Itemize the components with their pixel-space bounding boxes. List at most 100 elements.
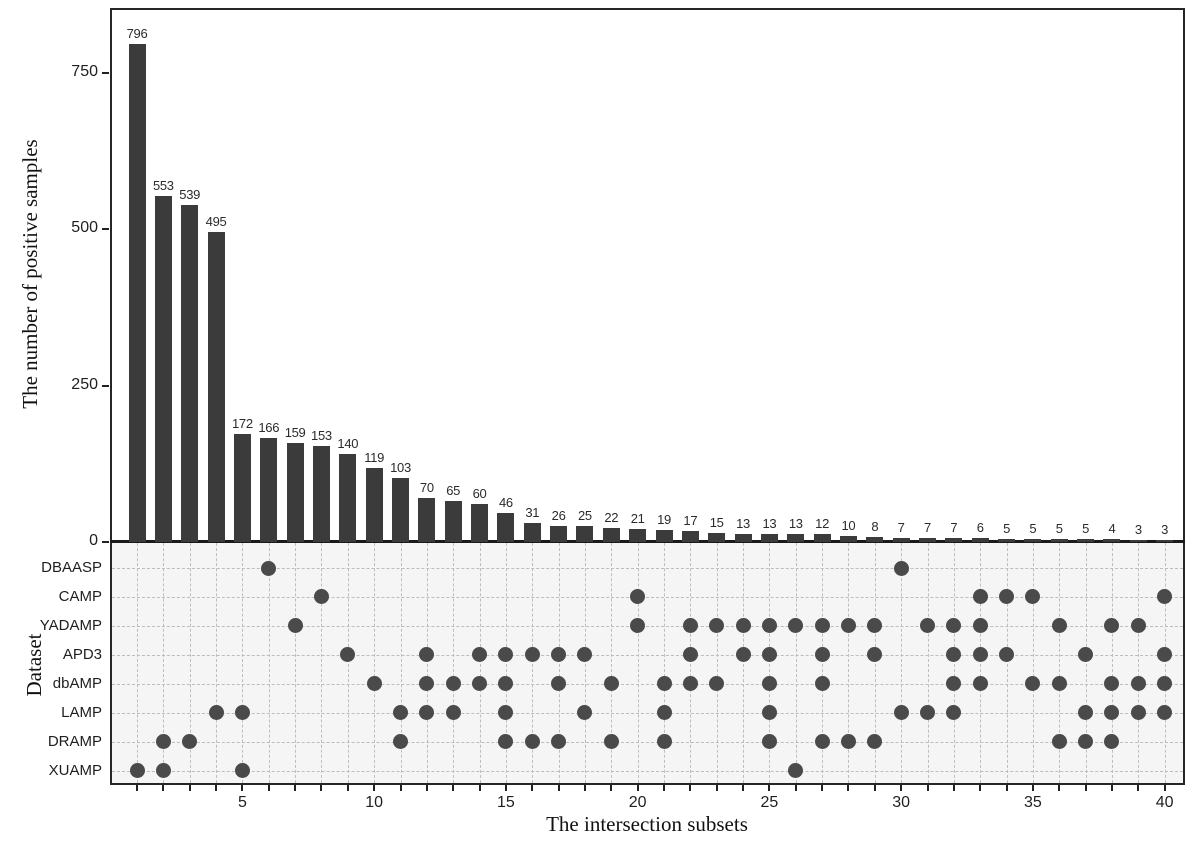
bar-value-label: 3 — [1161, 522, 1169, 538]
bar — [1129, 540, 1147, 542]
matrix-dot — [656, 734, 672, 750]
bar — [576, 526, 594, 542]
x-axis-tick — [1031, 785, 1034, 791]
matrix-dot — [1130, 705, 1146, 721]
matrix-dot — [1104, 618, 1120, 634]
matrix-dot — [208, 705, 224, 721]
bar-value-label: 172 — [231, 416, 253, 432]
matrix-dot — [946, 647, 962, 663]
matrix-dot — [1025, 676, 1041, 692]
x-tick-label: 30 — [892, 794, 911, 811]
matrix-dot — [656, 705, 672, 721]
bar — [550, 525, 568, 542]
matrix-dot — [577, 705, 593, 721]
set-row-label: XUAMP — [48, 761, 102, 779]
matrix-dot — [840, 618, 856, 634]
matrix-grid-column — [848, 543, 850, 783]
matrix-grid-column — [268, 543, 270, 783]
matrix-dot — [498, 676, 514, 692]
matrix-dot — [946, 618, 962, 634]
matrix-dot — [234, 763, 250, 779]
bar — [128, 44, 146, 542]
matrix-dot — [761, 734, 777, 750]
x-axis-tick — [425, 785, 428, 791]
bar — [497, 513, 515, 542]
x-axis-tick — [188, 785, 191, 791]
matrix-dot — [1104, 705, 1120, 721]
bar — [154, 196, 172, 542]
bar-value-label: 7 — [950, 519, 958, 535]
matrix-dot — [287, 618, 303, 634]
y-axis-title: The number of positive samples — [18, 139, 42, 409]
x-axis-tick — [873, 785, 876, 791]
matrix-grid-row — [112, 596, 1183, 598]
x-axis-tick — [689, 785, 692, 791]
matrix-dot — [129, 763, 145, 779]
bar — [998, 538, 1016, 542]
matrix-dot — [999, 589, 1015, 605]
matrix-dot — [498, 734, 514, 750]
matrix-dot — [735, 647, 751, 663]
x-axis-tick — [557, 785, 560, 791]
matrix-dot — [393, 705, 408, 721]
matrix-grid-column — [1032, 543, 1034, 783]
matrix-dot — [472, 647, 488, 663]
matrix-dot — [814, 618, 830, 634]
bar — [629, 528, 647, 542]
matrix-grid-row — [112, 741, 1183, 743]
bar-value-label: 70 — [419, 480, 434, 496]
bar — [365, 467, 383, 542]
bar — [602, 528, 620, 542]
matrix-dot — [472, 676, 488, 692]
matrix-dot — [999, 647, 1015, 663]
set-row-label: LAMP — [61, 703, 102, 721]
bar — [919, 537, 936, 542]
matrix-grid-column — [347, 543, 349, 783]
x-axis-tick — [768, 785, 771, 791]
set-row-label: APD3 — [62, 645, 102, 663]
x-axis-tick — [1005, 785, 1008, 791]
bar — [207, 232, 225, 542]
bar — [260, 438, 278, 542]
bar-value-label: 46 — [498, 495, 513, 511]
bar — [734, 533, 752, 542]
matrix-dot — [551, 734, 567, 750]
x-axis-tick — [1110, 785, 1113, 791]
matrix-dot — [1051, 618, 1067, 634]
x-tick-label: 15 — [496, 794, 515, 811]
x-axis-tick — [1163, 785, 1166, 791]
bar — [892, 537, 910, 542]
bar-value-label: 119 — [364, 449, 385, 465]
matrix-dot — [946, 705, 962, 721]
bar-value-label: 5 — [1003, 520, 1011, 536]
y-tick-label: 500 — [71, 219, 98, 237]
matrix-dot — [1078, 647, 1094, 663]
matrix-dot — [972, 589, 988, 605]
bar-value-label: 26 — [551, 507, 566, 523]
matrix-grid-column — [664, 543, 665, 783]
bar-value-label: 5 — [1082, 520, 1090, 536]
matrix-dot — [1157, 647, 1173, 663]
matrix-dot — [709, 618, 725, 634]
x-axis-tick — [531, 785, 534, 791]
y-axis-tick — [102, 228, 109, 231]
matrix-grid-column — [874, 543, 876, 783]
bar — [866, 536, 884, 542]
matrix-grid-column — [532, 543, 534, 783]
matrix-dot — [498, 647, 514, 663]
matrix-dot — [682, 647, 698, 663]
matrix-grid-column — [453, 543, 455, 783]
matrix-grid-column — [505, 543, 507, 783]
matrix-dot — [419, 705, 435, 721]
x-axis-tick — [373, 785, 376, 791]
matrix-dot — [630, 618, 646, 634]
x-tick-label: 5 — [237, 794, 247, 811]
x-axis-tick — [399, 785, 402, 791]
bar-value-label: 7 — [924, 519, 931, 535]
bar-value-label: 796 — [126, 26, 148, 42]
bar-value-label: 15 — [709, 514, 724, 530]
matrix-dot — [788, 618, 804, 634]
bar-value-label: 13 — [762, 515, 777, 531]
matrix-grid-column — [1111, 543, 1113, 783]
x-axis-tick — [636, 785, 639, 791]
